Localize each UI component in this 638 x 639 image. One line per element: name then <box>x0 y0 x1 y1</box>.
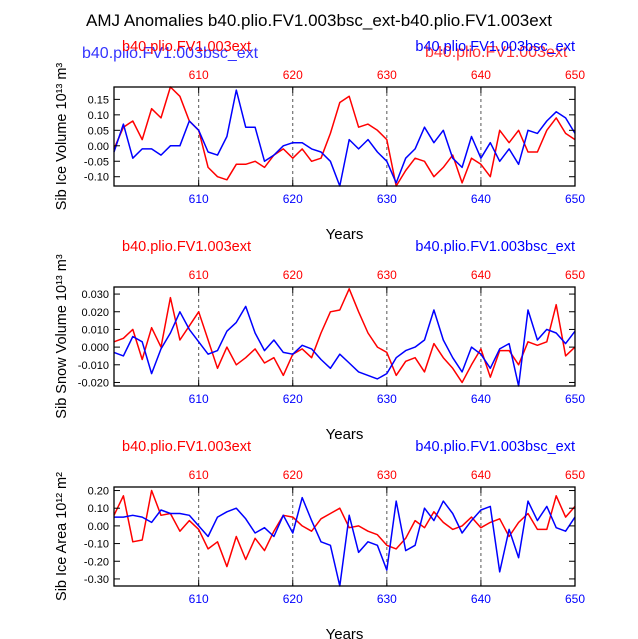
chart-panel-3: -0.30 -0.20 -0.10 0.00 0.10 0.20 610 610 620 620 6… <box>54 439 585 639</box>
x-tick-label-bottom: 630 <box>377 592 397 606</box>
figure-title: AMJ Anomalies b40.plio.FV1.003bsc_ext-b4… <box>86 11 552 30</box>
x-tick-label-bottom: 620 <box>283 192 303 206</box>
x-tick-label-top: 620 <box>283 468 303 482</box>
y-tick-label: -0.010 <box>78 360 109 372</box>
legend-label-blue: b40.plio.FV1.003bsc_ext <box>415 239 575 255</box>
y-tick-label: -0.30 <box>84 574 109 586</box>
x-tick-label-bottom: 640 <box>471 192 491 206</box>
y-tick-label: 0.020 <box>81 307 109 319</box>
x-tick-label-top: 620 <box>283 68 303 82</box>
x-tick-label-bottom: 640 <box>471 592 491 606</box>
chart-panel-1: -0.10 -0.05 0.00 0.05 0.10 0.15 610 610 620 620 63… <box>54 39 585 243</box>
legend-label-blue: b40.plio.FV1.003bsc_ext <box>415 439 575 455</box>
x-tick-label-top: 640 <box>471 68 491 82</box>
y-tick-label: -0.020 <box>78 377 109 389</box>
x-tick-label-top: 640 <box>471 268 491 282</box>
x-tick-label-bottom: 620 <box>283 592 303 606</box>
y-tick-label: 0.00 <box>88 141 109 153</box>
x-tick-label-top: 650 <box>565 468 585 482</box>
y-tick-label: -0.10 <box>84 539 109 551</box>
x-tick-label-bottom: 650 <box>565 592 585 606</box>
y-tick-label: 0.000 <box>81 342 109 354</box>
x-tick-label-bottom: 610 <box>189 592 209 606</box>
ghost-label-right: b40.plio.FV1.003ext <box>425 44 568 61</box>
x-tick-label-top: 640 <box>471 468 491 482</box>
series-line-blue <box>114 496 576 587</box>
y-tick-label: -0.20 <box>84 556 109 568</box>
y-tick-label: -0.10 <box>84 172 109 184</box>
series-line-red <box>113 288 576 384</box>
y-tick-label: 0.10 <box>88 110 109 122</box>
legend-label-blue: b40.plio.FV1.003bsc_ext <box>415 39 575 55</box>
x-tick-label-bottom: 620 <box>283 392 303 406</box>
x-tick-label-top: 610 <box>189 468 209 482</box>
x-tick-label-bottom: 610 <box>189 192 209 206</box>
x-tick-label-top: 630 <box>377 468 397 482</box>
series-line-red <box>113 489 576 568</box>
x-tick-label-bottom: 650 <box>565 192 585 206</box>
y-tick-label: 0.15 <box>88 94 109 106</box>
y-tick-label: 0.20 <box>88 486 109 498</box>
y-axis-label: Sib Ice Area 10¹² m² <box>54 472 70 601</box>
legend-label-red: b40.plio.FV1.003ext <box>122 39 251 55</box>
x-tick-label-top: 630 <box>377 268 397 282</box>
x-tick-label-bottom: 610 <box>189 392 209 406</box>
plot-frame <box>113 486 576 587</box>
y-axis-label: Sib Ice Volume 10¹³ m³ <box>54 63 70 211</box>
series-line-blue <box>113 89 576 187</box>
x-tick-label-top: 610 <box>189 268 209 282</box>
legend-label-red: b40.plio.FV1.003ext <box>122 439 251 455</box>
x-tick-label-top: 620 <box>283 268 303 282</box>
x-axis-label: Years <box>326 226 364 243</box>
x-tick-label-bottom: 640 <box>471 392 491 406</box>
legend-label-red: b40.plio.FV1.003ext <box>122 239 251 255</box>
plot-frame <box>113 86 576 187</box>
x-axis-label: Years <box>326 426 364 443</box>
x-tick-label-bottom: 650 <box>565 392 585 406</box>
y-tick-label: 0.05 <box>88 125 109 137</box>
plot-frame <box>113 286 576 387</box>
x-tick-label-bottom: 630 <box>377 192 397 206</box>
y-tick-label: 0.00 <box>88 521 109 533</box>
series-line-blue <box>113 305 576 387</box>
y-tick-label: -0.05 <box>84 156 109 168</box>
x-tick-label-top: 650 <box>565 268 585 282</box>
ghost-label-left: b40.plio.FV1.003bsc_ext <box>82 45 259 62</box>
y-axis-label: Sib Snow Volume 10¹³ m³ <box>54 254 70 419</box>
y-tick-label: 0.010 <box>81 324 109 336</box>
x-tick-label-top: 650 <box>565 68 585 82</box>
y-tick-label: 0.10 <box>88 503 109 515</box>
x-tick-label-bottom: 630 <box>377 392 397 406</box>
chart-panel-2: -0.020 -0.010 0.000 0.010 0.020 0.030 610 610 62… <box>54 239 585 443</box>
x-tick-label-top: 610 <box>189 68 209 82</box>
x-axis-label: Years <box>326 626 364 639</box>
y-tick-label: 0.030 <box>81 289 109 301</box>
x-tick-label-top: 630 <box>377 68 397 82</box>
